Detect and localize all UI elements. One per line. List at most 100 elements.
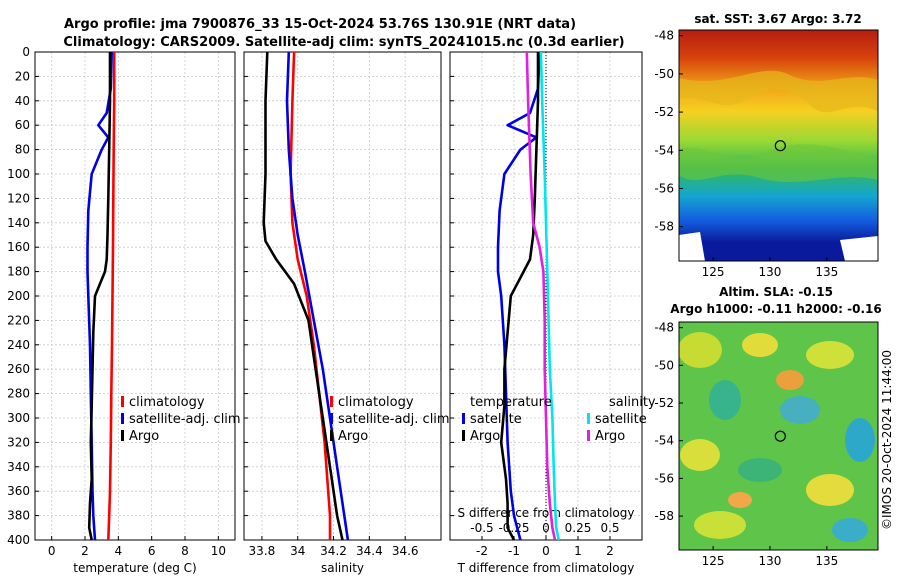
sla-blob	[806, 474, 854, 506]
legend-item-label: satellite-adj. clim	[338, 412, 450, 427]
y-tick-label: 220	[7, 313, 30, 327]
legend-s-argo-swatch	[587, 430, 590, 441]
sst-mid-patch	[679, 144, 878, 182]
sst-land-mask-1	[679, 232, 705, 261]
x-tick-label: -2	[476, 544, 488, 558]
title-line-1: Argo profile: jma 7900876_33 15-Oct-2024…	[64, 17, 576, 32]
legend-salinity-title: salinity	[609, 395, 656, 410]
x-axis-label: salinity	[321, 561, 364, 575]
y-tick-label: 200	[7, 289, 30, 303]
sla-blob	[776, 370, 804, 390]
x-tick-label: 33.8	[249, 544, 276, 558]
x2-tick-label: -0.25	[498, 521, 529, 535]
y-tick-label: 340	[7, 460, 30, 474]
map-y-tick-label: -48	[654, 29, 674, 43]
map-y-tick-label: -50	[654, 358, 674, 372]
y-tick-label: 360	[7, 484, 30, 498]
sst-map-axes: 125 130 135 -48 -50 -52 -54 -56 -58	[654, 29, 838, 279]
series-line-satellite-adj-clim	[285, 51, 350, 541]
y-tick-label: 320	[7, 435, 30, 449]
sla-map-title-2: Argo h1000: -0.11 h2000: -0.16	[670, 302, 881, 316]
x2-axis-label: S difference from climatology	[458, 506, 635, 520]
sla-blob	[709, 380, 741, 420]
legend-item-swatch	[330, 413, 333, 424]
map-y-tick-label: -54	[654, 434, 674, 448]
x-tick-label: 10	[211, 544, 226, 558]
map-y-tick-label: -58	[654, 220, 674, 234]
map-x-tick-label: 130	[759, 265, 782, 279]
legend-item-swatch	[330, 430, 333, 441]
sla-map-title-1: Altim. SLA: -0.15	[719, 285, 833, 299]
y-tick-label: 20	[15, 69, 30, 83]
sla-blob	[680, 439, 720, 471]
sla-blob	[845, 418, 875, 462]
x-tick-label: 34.2	[320, 544, 347, 558]
x-tick-label: 4	[115, 544, 123, 558]
y-tick-label: 80	[15, 143, 30, 157]
map-y-tick-label: -48	[654, 321, 674, 335]
temperature-panel: 0 2 4 6 8 10020406080100120140160180200220240…	[7, 45, 241, 575]
legend-item-label: climatology	[129, 395, 205, 410]
sla-blob	[679, 332, 722, 368]
legend-t-satellite-label: satellite	[470, 412, 522, 427]
series-line-s-satellite	[539, 51, 561, 541]
series-line-t-satellite	[496, 51, 541, 541]
x-axis-label: T difference from climatology	[457, 561, 635, 575]
x-tick-label: 34.6	[392, 544, 419, 558]
legend-item-swatch	[330, 396, 333, 407]
map-y-tick-label: -58	[654, 509, 674, 523]
x2-tick-label: 0	[542, 521, 550, 535]
sla-blob	[780, 396, 820, 424]
sst-map: sat. SST: 3.67 Argo: 3.72 125 130 135 -48 -5…	[654, 12, 879, 279]
y-tick-label: 240	[7, 338, 30, 352]
sst-map-title: sat. SST: 3.67 Argo: 3.72	[694, 12, 861, 26]
legend-t-argo-label: Argo	[470, 429, 500, 444]
y-tick-label: 120	[7, 191, 30, 205]
x-tick-label: 2	[606, 544, 614, 558]
sst-field	[679, 30, 878, 261]
y-tick-label: 400	[7, 533, 30, 547]
map-y-tick-label: -56	[654, 471, 674, 485]
legend-item-swatch	[121, 396, 124, 407]
y-tick-label: 300	[7, 411, 30, 425]
x-tick-label: 0	[542, 544, 550, 558]
x-tick-label: 6	[148, 544, 156, 558]
x-tick-label: 2	[81, 544, 89, 558]
x2-tick-label: 0.5	[600, 521, 619, 535]
map-y-tick-label: -52	[654, 105, 674, 119]
map-y-tick-label: -50	[654, 67, 674, 81]
legend-temperature-title: temperature	[470, 395, 552, 410]
legend-item-swatch	[121, 430, 124, 441]
salinity-panel: 33.8 34 34.2 34.4 34.6 salinity climatology sat…	[243, 51, 450, 575]
sla-blob	[738, 458, 782, 482]
legend-item-label: Argo	[338, 429, 368, 444]
watermark: ©IMOS 20-Oct-2024 11:44:00	[880, 350, 894, 530]
x-tick-label: 0	[48, 544, 56, 558]
legend-s-argo-label: Argo	[595, 429, 625, 444]
y-tick-label: 160	[7, 240, 30, 254]
sla-blob	[832, 518, 868, 542]
sla-map-axes: 125 130 135 -48 -50 -52 -54 -56 -58	[654, 321, 838, 568]
x-tick-label: 34.4	[356, 544, 383, 558]
map-x-tick-label: 125	[702, 265, 725, 279]
map-y-tick-label: -54	[654, 143, 674, 157]
series-line-t-argo	[499, 52, 540, 541]
y-tick-label: 100	[7, 167, 30, 181]
sst-map-frame	[678, 29, 879, 262]
series-line-argo	[87, 52, 112, 541]
legend-item-label: climatology	[338, 395, 414, 410]
series-line-argo	[262, 51, 344, 541]
y-tick-label: 0	[22, 45, 30, 59]
x-tick-label: 8	[181, 544, 189, 558]
sst-warm-patch	[679, 70, 878, 113]
sla-blob	[806, 341, 854, 369]
y-tick-label: 40	[15, 94, 30, 108]
sla-map: Altim. SLA: -0.15 Argo h1000: -0.11 h200…	[654, 285, 881, 568]
y-tick-label: 140	[7, 216, 30, 230]
difference-panel: -2 -1 0 1 2 T difference from climatology S di…	[449, 51, 656, 575]
map-x-tick-label: 130	[759, 554, 782, 568]
legend-s-satellite-swatch	[587, 413, 590, 424]
legend-item-label: Argo	[129, 429, 159, 444]
x2-tick-label: 0.25	[565, 521, 592, 535]
